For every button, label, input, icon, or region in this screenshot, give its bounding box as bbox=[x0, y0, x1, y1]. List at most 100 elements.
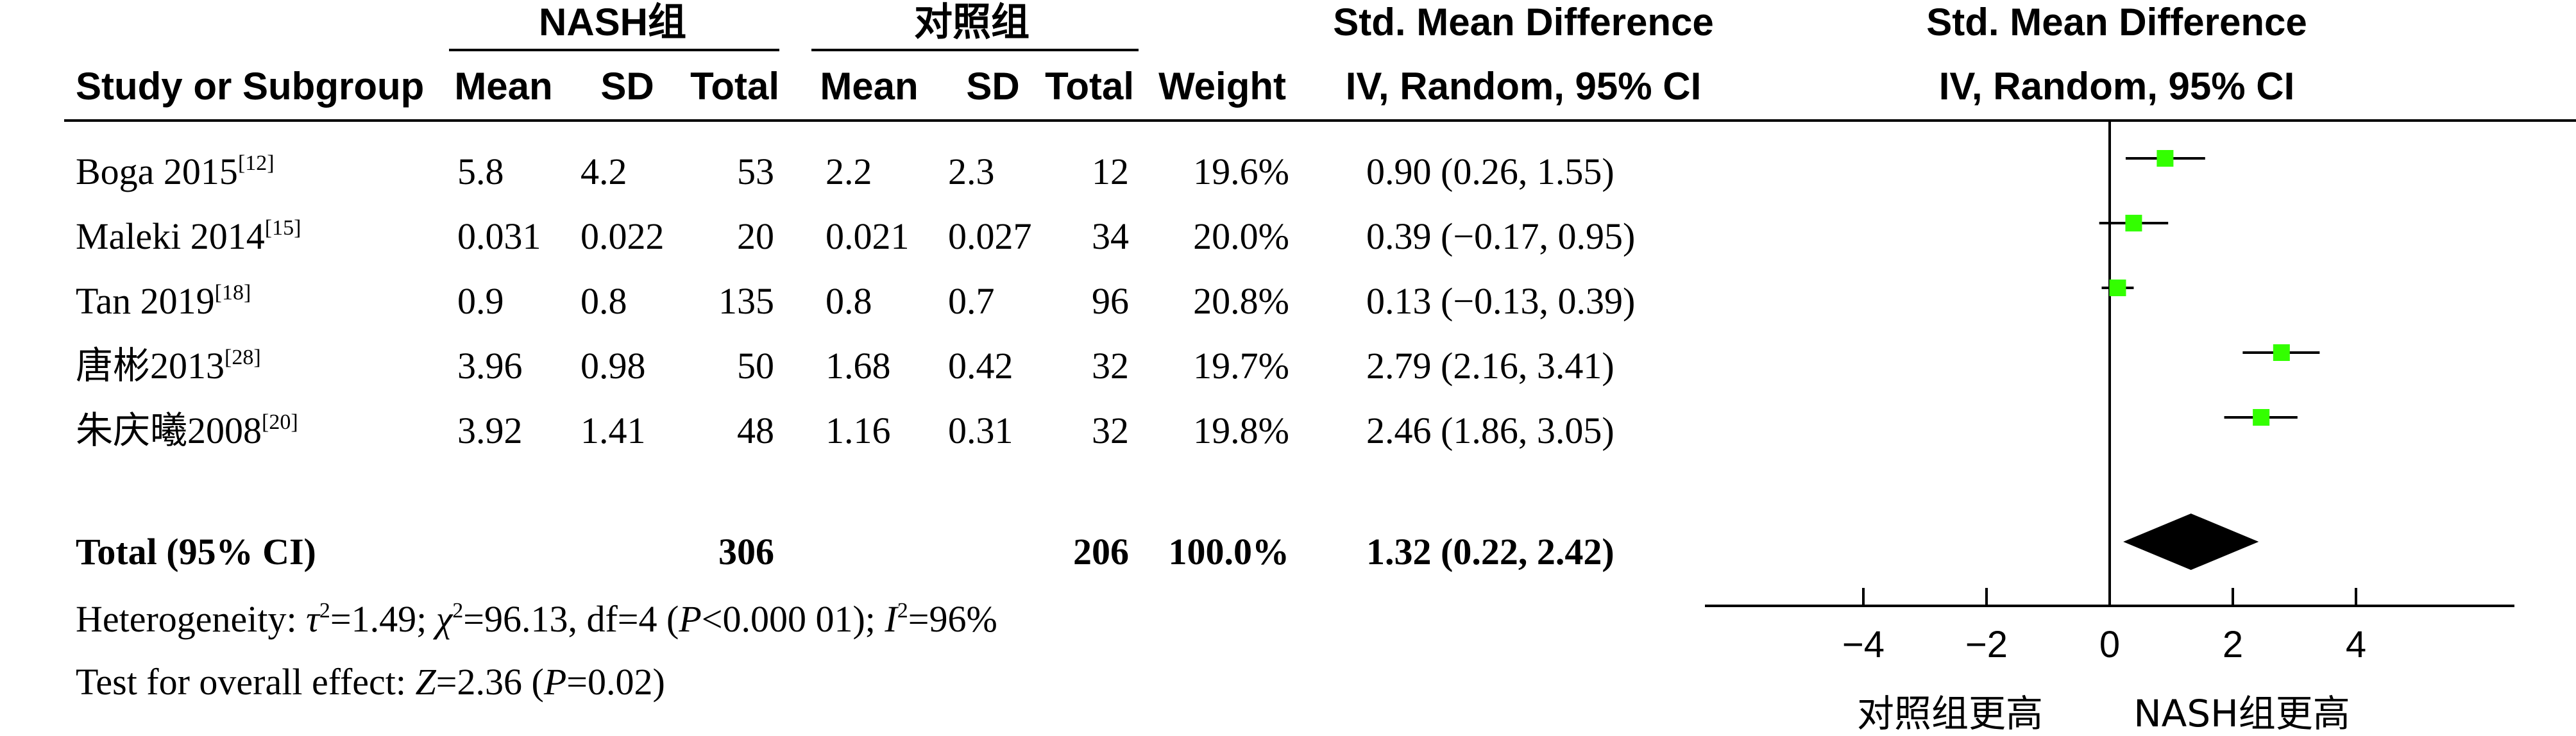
total1-cell: 135 bbox=[718, 280, 774, 322]
sd1-cell: 1.41 bbox=[580, 410, 646, 451]
chi-value: =96.13, df=4 ( bbox=[463, 598, 679, 640]
total1-sum: 306 bbox=[718, 531, 774, 573]
total2-sum: 206 bbox=[1073, 531, 1129, 573]
study-name-text: 朱庆曦2008 bbox=[76, 410, 262, 451]
x-axis-tick-label: 0 bbox=[2099, 624, 2120, 665]
total1-cell: 48 bbox=[737, 410, 774, 451]
total2-cell: 32 bbox=[1092, 410, 1129, 451]
study-row: Maleki 2014[15] 0.031 0.022 20 0.021 0.0… bbox=[76, 215, 1635, 257]
smd-ci-cell: 2.46 (1.86, 3.05) bbox=[1366, 410, 1614, 451]
chi-exponent: 2 bbox=[452, 599, 463, 623]
sd1-cell: 0.98 bbox=[580, 345, 646, 387]
study-reference: [15] bbox=[265, 216, 301, 240]
study-point-marker bbox=[2253, 409, 2270, 426]
p-symbol: P bbox=[678, 598, 701, 640]
total1-column-header: Total bbox=[690, 65, 779, 108]
study-name: Tan 2019[18] bbox=[76, 280, 251, 322]
study-name: 朱庆曦2008[20] bbox=[76, 410, 298, 451]
weight-column-header: Weight bbox=[1158, 65, 1286, 108]
overall-p-symbol: P bbox=[543, 661, 566, 703]
study-name: 唐彬2013[28] bbox=[76, 345, 261, 387]
smd-header-title: Std. Mean Difference bbox=[1333, 1, 1713, 44]
x-axis-tick-label: 2 bbox=[2223, 624, 2243, 665]
tau-symbol: τ bbox=[306, 598, 321, 640]
overall-p-value: =0.02) bbox=[566, 661, 665, 703]
smd-method-header: IV, Random, 95% CI bbox=[1346, 65, 1702, 108]
sd2-cell: 0.31 bbox=[948, 410, 1013, 451]
study-row: Tan 2019[18] 0.9 0.8 135 0.8 0.7 96 20.8… bbox=[76, 280, 1635, 322]
p-value: <0.000 01); bbox=[702, 598, 885, 640]
mean2-cell: 1.16 bbox=[826, 410, 891, 451]
mean1-column-header: Mean bbox=[454, 65, 552, 108]
total2-cell: 32 bbox=[1092, 345, 1129, 387]
total1-cell: 53 bbox=[737, 151, 774, 192]
study-reference: [20] bbox=[262, 410, 298, 434]
pooled-ci-text: 1.32 (0.22, 2.42) bbox=[1366, 531, 1614, 573]
study-point-marker bbox=[2109, 280, 2126, 296]
total2-cell: 96 bbox=[1092, 280, 1129, 322]
study-reference: [18] bbox=[215, 281, 251, 305]
study-row: Boga 2015[12] 5.8 4.2 53 2.2 2.3 12 19.6… bbox=[76, 151, 1614, 192]
study-point-marker bbox=[2125, 215, 2142, 231]
sd2-cell: 0.027 bbox=[948, 215, 1032, 257]
overall-effect-text: Test for overall effect: Z=2.36 (P=0.02) bbox=[76, 661, 665, 703]
study-point-marker bbox=[2157, 150, 2174, 167]
x-axis-tick-label: −4 bbox=[1842, 624, 1885, 665]
forest-plot-area: −4 −2 0 2 4 bbox=[1705, 121, 2514, 665]
mean2-cell: 0.8 bbox=[826, 280, 872, 322]
mean2-cell: 0.021 bbox=[826, 215, 910, 257]
sd2-column-header: SD bbox=[966, 65, 1019, 108]
overall-effect-prefix: Test for overall effect: bbox=[76, 661, 416, 703]
smd-ci-cell: 0.90 (0.26, 1.55) bbox=[1366, 151, 1614, 192]
plot-method-header: IV, Random, 95% CI bbox=[1939, 65, 2295, 108]
mean1-cell: 0.031 bbox=[457, 215, 541, 257]
study-name-text: Tan 2019 bbox=[76, 280, 215, 322]
sd1-cell: 0.8 bbox=[580, 280, 627, 322]
total-weight: 100.0% bbox=[1169, 531, 1290, 573]
study-reference: [12] bbox=[238, 151, 275, 175]
total2-cell: 12 bbox=[1092, 151, 1129, 192]
tau-exponent: 2 bbox=[319, 599, 330, 623]
total2-column-header: Total bbox=[1045, 65, 1134, 108]
chi-symbol: χ bbox=[433, 598, 453, 640]
tau-value: =1.49; bbox=[330, 598, 436, 640]
z-value: =2.36 ( bbox=[436, 661, 544, 703]
total1-cell: 20 bbox=[737, 215, 774, 257]
mean2-column-header: Mean bbox=[820, 65, 918, 108]
group1-header: NASH组 bbox=[539, 1, 686, 44]
mean2-cell: 2.2 bbox=[826, 151, 872, 192]
mean2-cell: 1.68 bbox=[826, 345, 891, 387]
x-axis-tick-label: 4 bbox=[2346, 624, 2366, 665]
x-axis-tick-label: −2 bbox=[1965, 624, 2008, 665]
mean1-cell: 5.8 bbox=[457, 151, 504, 192]
total-row: Total (95% CI) 306 206 100.0% 1.32 (0.22… bbox=[76, 531, 1614, 573]
sd2-cell: 0.42 bbox=[948, 345, 1013, 387]
smd-ci-cell: 2.79 (2.16, 3.41) bbox=[1366, 345, 1614, 387]
study-row: 唐彬2013[28] 3.96 0.98 50 1.68 0.42 32 19.… bbox=[76, 345, 1614, 387]
sd2-cell: 0.7 bbox=[948, 280, 995, 322]
study-row: 朱庆曦2008[20] 3.92 1.41 48 1.16 0.31 32 19… bbox=[76, 410, 1614, 451]
mean1-cell: 0.9 bbox=[457, 280, 504, 322]
study-name-text: Maleki 2014 bbox=[76, 215, 265, 257]
sd2-cell: 2.3 bbox=[948, 151, 995, 192]
i-value: =96% bbox=[908, 598, 997, 640]
heterogeneity-prefix: Heterogeneity: bbox=[76, 598, 306, 640]
total1-cell: 50 bbox=[737, 345, 774, 387]
i-exponent: 2 bbox=[897, 599, 908, 623]
study-name: Boga 2015[12] bbox=[76, 151, 275, 192]
study-rows: Boga 2015[12] 5.8 4.2 53 2.2 2.3 12 19.6… bbox=[76, 151, 1635, 451]
favours-right-label: NASH组更高 bbox=[2133, 692, 2350, 735]
study-reference: [28] bbox=[225, 346, 261, 369]
mean1-cell: 3.96 bbox=[457, 345, 523, 387]
study-name-text: Boga 2015 bbox=[76, 151, 238, 192]
total-label: Total (95% CI) bbox=[76, 531, 316, 573]
study-name-text: 唐彬2013 bbox=[76, 345, 225, 387]
smd-ci-cell: 0.39 (−0.17, 0.95) bbox=[1366, 215, 1635, 257]
z-symbol: Z bbox=[416, 661, 437, 703]
sd1-cell: 0.022 bbox=[580, 215, 665, 257]
study-name: Maleki 2014[15] bbox=[76, 215, 301, 257]
sd1-column-header: SD bbox=[600, 65, 654, 108]
weight-cell: 19.8% bbox=[1193, 410, 1289, 451]
smd-ci-cell: 0.13 (−0.13, 0.39) bbox=[1366, 280, 1635, 322]
